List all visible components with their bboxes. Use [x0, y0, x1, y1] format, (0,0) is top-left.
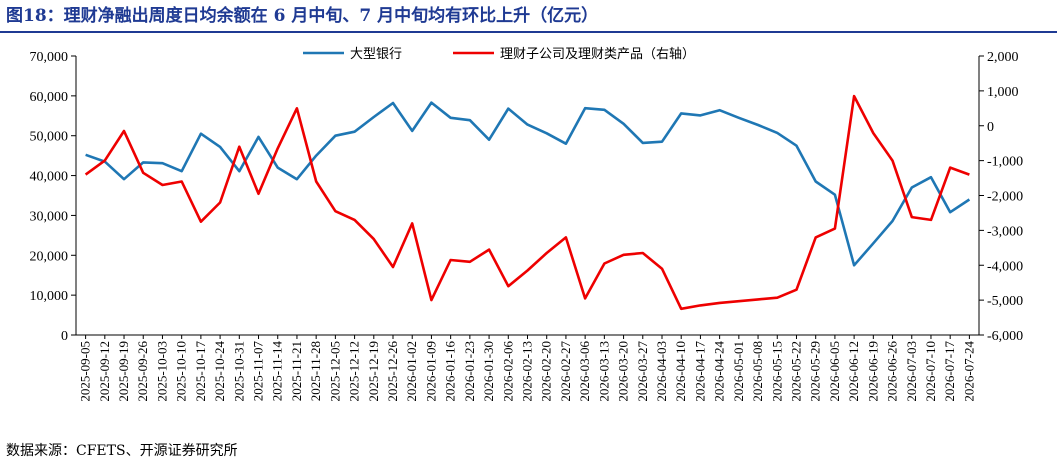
y-right-tick-label: -6,000 [987, 329, 1023, 344]
title-rule [0, 31, 1057, 33]
x-tick-label: 2025-09-19 [116, 341, 131, 402]
x-tick-label: 2025-09-12 [97, 341, 112, 402]
x-tick-label: 2026-04-24 [712, 341, 727, 402]
y-right-tick-label: -4,000 [987, 259, 1023, 274]
x-tick-label: 2025-10-10 [174, 341, 189, 402]
x-tick-label: 2026-03-06 [577, 341, 592, 402]
x-tick-label: 2026-04-03 [654, 341, 669, 402]
x-tick-label: 2026-04-10 [673, 341, 688, 402]
y-right-tick-label: 2,000 [987, 50, 1019, 65]
y-left-tick-label: 60,000 [30, 90, 69, 105]
y-left-tick-label: 20,000 [30, 249, 69, 264]
x-tick-label: 2026-02-20 [539, 341, 554, 402]
y-left-tick-label: 10,000 [30, 289, 69, 304]
x-tick-label: 2026-07-03 [904, 341, 919, 402]
x-tick-label: 2025-11-14 [270, 341, 285, 402]
x-tick-label: 2025-09-26 [135, 341, 150, 402]
y-left-tick-label: 70,000 [30, 50, 69, 65]
series-line-1 [84, 94, 970, 311]
chart-title: 图18：理财净融出周度日均余额在 6 月中旬、7 月中旬均有环比上升（亿元） [6, 6, 599, 26]
x-tick-label: 2026-03-20 [616, 341, 631, 402]
y-right-tick-label: 0 [987, 120, 994, 135]
line-chart: 0 10,000 20,000 30,000 40,000 50,000 60,000 70,… [30, 47, 1024, 402]
y-right-tick-label: -3,000 [987, 224, 1023, 239]
x-tick-label: 2026-02-13 [520, 341, 535, 402]
x-tick-label: 2025-10-31 [231, 341, 246, 402]
x-tick-label: 2025-12-05 [327, 341, 342, 402]
x-tick-label: 2026-01-09 [423, 341, 438, 402]
x-tick-label: 2026-01-02 [404, 341, 419, 402]
x-tick-label: 2025-12-19 [366, 341, 381, 402]
x-tick-label: 2026-06-26 [885, 341, 900, 402]
x-tick-label: 2026-04-17 [692, 341, 707, 402]
legend-label-1: 理财子公司及理财类产品（右轴） [500, 47, 695, 62]
x-tick-label: 2025-11-28 [308, 341, 323, 401]
x-tick-label: 2025-11-07 [251, 341, 266, 402]
x-tick-label: 2025-11-21 [289, 341, 304, 401]
x-tick-label: 2026-06-12 [846, 341, 861, 402]
x-tick-label: 2025-12-26 [385, 341, 400, 402]
x-tick-label: 2026-03-13 [596, 341, 611, 402]
y-right-tick-label: -1,000 [987, 155, 1023, 170]
y-left-tick-label: 30,000 [30, 209, 69, 224]
x-tick-label: 2026-07-17 [942, 341, 957, 402]
x-tick-label: 2026-05-15 [769, 341, 784, 402]
x-tick-label: 2026-07-24 [961, 341, 976, 402]
x-tick-label: 2026-02-06 [500, 341, 515, 402]
y-left-tick-label: 50,000 [30, 130, 69, 145]
x-tick-label: 2025-10-17 [193, 341, 208, 402]
y-right-tick-label: 1,000 [987, 85, 1019, 100]
source-note: 数据来源：CFETS、开源证券研究所 [6, 443, 238, 459]
x-tick-label: 2025-10-03 [154, 341, 169, 402]
x-tick-label: 2025-09-05 [78, 341, 93, 402]
x-tick-label: 2025-10-24 [212, 341, 227, 402]
legend-label-0: 大型银行 [350, 47, 402, 62]
x-tick-label: 2025-12-12 [347, 341, 362, 402]
series-line-0 [85, 101, 971, 267]
y-left-tick-label: 40,000 [30, 170, 69, 185]
x-tick-label: 2026-05-29 [808, 341, 823, 402]
y-right-tick-label: -5,000 [987, 294, 1023, 309]
x-tick-label: 2026-06-19 [865, 341, 880, 402]
y-right-tick-label: -2,000 [987, 190, 1023, 205]
x-tick-label: 2026-07-10 [923, 341, 938, 402]
x-tick-label: 2026-05-22 [788, 341, 803, 402]
x-tick-label: 2026-06-05 [827, 341, 842, 402]
y-left-tick-label: 0 [61, 329, 68, 344]
x-tick-label: 2026-02-27 [558, 341, 573, 402]
x-tick-label: 2026-01-16 [443, 341, 458, 402]
x-tick-label: 2026-05-08 [750, 341, 765, 402]
x-tick-label: 2026-01-23 [462, 341, 477, 402]
x-tick-label: 2026-01-30 [481, 341, 496, 402]
x-tick-label: 2026-05-01 [731, 341, 746, 402]
x-tick-label: 2026-03-27 [635, 341, 650, 402]
